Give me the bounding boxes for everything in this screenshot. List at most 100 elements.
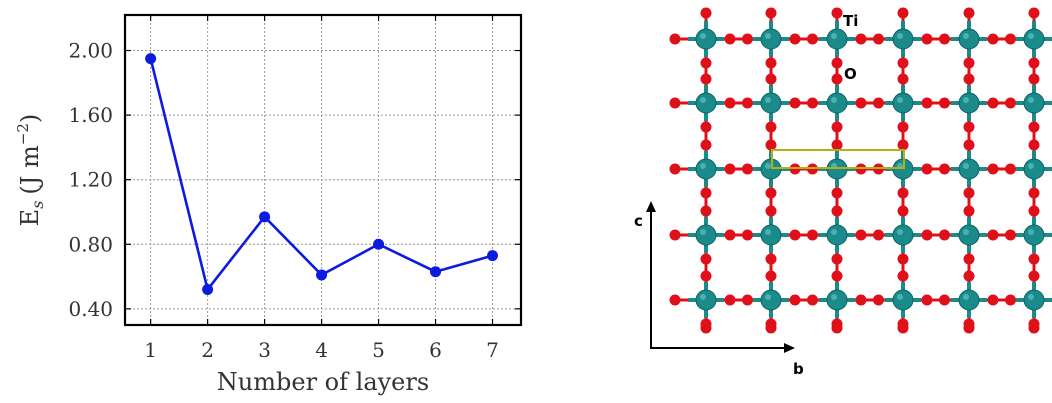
- oxygen-atom: [1005, 294, 1016, 306]
- titanium-atom: [826, 289, 848, 311]
- oxygen-atom: [1028, 139, 1040, 151]
- oxygen-atom: [1028, 187, 1040, 199]
- titanium-atom: [760, 28, 782, 50]
- chart-svg: 1 2 3 4 5 6 7 0.40 0.80 1.20 1.60 2.00 Number of la…: [14, 13, 523, 396]
- titanium-atom-highlight: [963, 229, 969, 235]
- titanium-atom-highlight: [700, 33, 706, 39]
- titanium-atom: [958, 289, 980, 311]
- x-tick-label: 3: [258, 338, 271, 362]
- oxygen-atom: [700, 187, 712, 199]
- titanium-atom: [958, 28, 980, 50]
- y-tick-label: 0.40: [68, 297, 113, 321]
- oxygen-atom: [742, 97, 753, 109]
- o-atom-label: O: [844, 65, 857, 83]
- oxygen-atom: [939, 163, 950, 175]
- oxygen-atom: [831, 187, 843, 199]
- oxygen-atom: [724, 33, 736, 45]
- oxygen-atom: [700, 322, 712, 334]
- titanium-atom: [958, 92, 980, 114]
- oxygen-atom: [1028, 73, 1040, 85]
- oxygen-atom: [855, 97, 867, 109]
- titanium-atom-highlight: [897, 294, 903, 300]
- oxygen-atom: [765, 253, 777, 265]
- unit-cell-box: [771, 149, 905, 169]
- titanium-atom: [1023, 224, 1045, 246]
- titanium-atom-highlight: [765, 97, 771, 103]
- titanium-atom-highlight: [897, 33, 903, 39]
- x-tick-label: 4: [315, 338, 328, 362]
- axis-ticks: 1 2 3 4 5 6 7 0.40 0.80 1.20 1.60 2.00: [68, 15, 521, 362]
- oxygen-atom: [963, 7, 975, 19]
- oxygen-atom: [724, 163, 736, 175]
- oxygen-atom: [1028, 205, 1040, 217]
- oxygen-atom: [987, 33, 999, 45]
- oxygen-atom: [939, 97, 950, 109]
- oxygen-atom: [1028, 270, 1040, 282]
- plot-frame: [123, 13, 523, 327]
- oxygen-atom: [724, 294, 736, 306]
- oxygen-atom: [939, 294, 950, 306]
- oxygen-atom: [939, 229, 950, 241]
- oxygen-atom: [669, 163, 681, 175]
- oxygen-atom: [897, 121, 909, 133]
- titanium-atom-highlight: [831, 229, 837, 235]
- oxygen-atom: [831, 270, 843, 282]
- oxygen-atom: [789, 229, 801, 241]
- titanium-atom-highlight: [963, 163, 969, 169]
- titanium-atom: [892, 28, 914, 50]
- oxygen-atom: [1028, 57, 1040, 69]
- titanium-atom-highlight: [765, 229, 771, 235]
- titanium-atom: [695, 92, 717, 114]
- oxygen-atom: [742, 229, 753, 241]
- oxygen-atom: [669, 97, 681, 109]
- titanium-atom-highlight: [765, 294, 771, 300]
- oxygen-atom: [831, 73, 843, 85]
- titanium-atom-highlight: [897, 229, 903, 235]
- titanium-atom: [1023, 92, 1045, 114]
- oxygen-atom: [921, 33, 933, 45]
- crystal-structure-panel: Ti O c b: [630, 0, 1052, 398]
- oxygen-atom: [963, 57, 975, 69]
- titanium-atom-highlight: [700, 163, 706, 169]
- oxygen-atom: [921, 229, 933, 241]
- titanium-atom-highlight: [963, 294, 969, 300]
- titanium-atom: [892, 224, 914, 246]
- titanium-atom-highlight: [765, 163, 771, 169]
- oxygen-atom: [807, 97, 818, 109]
- oxygen-atom: [855, 229, 867, 241]
- oxygen-atom: [921, 97, 933, 109]
- oxygen-atom: [855, 294, 867, 306]
- titanium-atom: [958, 224, 980, 246]
- oxygen-atom: [897, 270, 909, 282]
- oxygen-atom: [765, 73, 777, 85]
- titanium-atom: [826, 28, 848, 50]
- x-tick-label: 5: [372, 338, 385, 362]
- oxygen-atom: [765, 270, 777, 282]
- b-axis-label: b: [793, 360, 804, 378]
- oxygen-atom: [789, 294, 801, 306]
- oxygen-atom: [831, 253, 843, 265]
- oxygen-atom: [963, 187, 975, 199]
- y-tick-label: 1.20: [68, 168, 113, 192]
- oxygen-atom: [765, 187, 777, 199]
- titanium-atom: [826, 224, 848, 246]
- oxygen-atom: [700, 253, 712, 265]
- data-point: [487, 250, 499, 262]
- oxygen-atom: [789, 33, 801, 45]
- oxygen-atom: [855, 33, 867, 45]
- data-point: [259, 211, 271, 223]
- oxygen-atom: [987, 163, 999, 175]
- titanium-atom-highlight: [1028, 97, 1034, 103]
- y-tick-label: 0.80: [68, 232, 113, 256]
- titanium-atom-highlight: [1028, 294, 1034, 300]
- titanium-atom-highlight: [700, 97, 706, 103]
- oxygen-atom: [742, 33, 753, 45]
- titanium-atom: [695, 289, 717, 311]
- oxygen-atom: [700, 205, 712, 217]
- oxygen-atom: [897, 253, 909, 265]
- oxygen-atom: [1028, 322, 1040, 334]
- titanium-atom-highlight: [963, 97, 969, 103]
- oxygen-atom: [831, 139, 843, 151]
- titanium-atom: [958, 158, 980, 180]
- data-point: [316, 269, 328, 281]
